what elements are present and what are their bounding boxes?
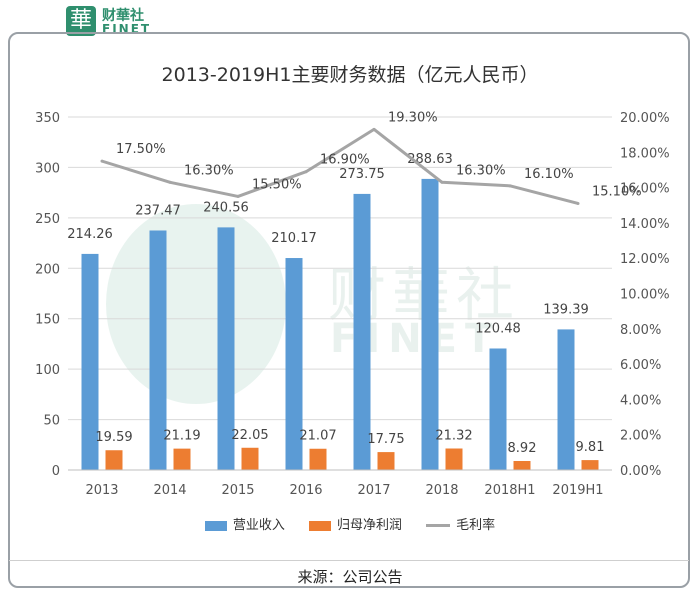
margin-point bbox=[304, 170, 308, 174]
legend-item-profit: 归母净利润 bbox=[308, 514, 402, 533]
profit-bar bbox=[173, 448, 191, 470]
revenue-bar bbox=[217, 227, 235, 470]
revenue-bar bbox=[149, 230, 167, 470]
revenue-bar bbox=[421, 178, 439, 470]
y-right-tick-label: 16.00% bbox=[620, 182, 670, 197]
y-right-tick-label: 20.00% bbox=[620, 111, 670, 126]
y-left-tick-label: 300 bbox=[35, 161, 60, 176]
revenue-data-label: 139.39 bbox=[543, 302, 589, 317]
margin-data-label: 16.10% bbox=[524, 167, 574, 182]
profit-bar bbox=[445, 448, 463, 470]
revenue-data-label: 214.26 bbox=[67, 227, 113, 242]
profit-data-label: 17.75 bbox=[367, 432, 404, 447]
legend-label-revenue: 营业收入 bbox=[232, 518, 285, 533]
x-tick-label: 2014 bbox=[153, 483, 186, 498]
y-left-tick-label: 0 bbox=[52, 464, 60, 479]
margin-data-label: 17.50% bbox=[116, 142, 166, 157]
margin-data-label: 15.10% bbox=[592, 184, 642, 199]
margin-data-label: 19.30% bbox=[388, 110, 438, 125]
y-left-tick-label: 350 bbox=[35, 111, 60, 126]
y-right-tick-label: 18.00% bbox=[620, 146, 670, 161]
profit-bar bbox=[377, 452, 395, 470]
margin-line bbox=[101, 127, 579, 205]
y-right-tick-label: 0.00% bbox=[620, 464, 661, 479]
header: 華 财華社 FINET bbox=[0, 0, 700, 44]
margin-data-label: 15.50% bbox=[252, 177, 302, 192]
margin-point bbox=[236, 194, 240, 198]
y-right-tick-label: 4.00% bbox=[620, 393, 661, 408]
legend-label-margin: 毛利率 bbox=[456, 518, 496, 533]
x-tick-label: 2019H1 bbox=[552, 483, 603, 498]
chart-frame bbox=[8, 32, 690, 588]
profit-bar bbox=[105, 450, 123, 470]
y-left-tick-label: 200 bbox=[35, 262, 60, 277]
y-right-tick-label: 8.00% bbox=[620, 323, 661, 338]
legend-swatch-margin bbox=[426, 524, 451, 527]
source-note: 来源：公司公告 bbox=[297, 568, 403, 586]
watermark-circle bbox=[106, 204, 286, 404]
profit-bar bbox=[513, 461, 531, 470]
legend-item-margin: 毛利率 bbox=[426, 514, 495, 533]
x-tick-label: 2016 bbox=[289, 483, 322, 498]
y-left-tick-label: 100 bbox=[35, 363, 60, 378]
revenue-bar bbox=[353, 193, 371, 470]
profit-bar bbox=[241, 447, 259, 470]
margin-point bbox=[508, 184, 512, 188]
x-tick-label: 2018H1 bbox=[484, 483, 535, 498]
y-right-tick-label: 12.00% bbox=[620, 252, 670, 267]
revenue-bar bbox=[489, 348, 507, 470]
y-right-tick-label: 14.00% bbox=[620, 217, 670, 232]
margin-data-label: 16.30% bbox=[184, 163, 234, 178]
legend-swatch-profit bbox=[308, 520, 331, 531]
profit-data-label: 9.81 bbox=[576, 440, 605, 455]
revenue-data-label: 273.75 bbox=[339, 167, 385, 182]
revenue-bar bbox=[81, 253, 99, 470]
profit-bar bbox=[309, 448, 327, 470]
profit-data-label: 21.19 bbox=[163, 429, 200, 444]
brand-name-cn: 财華社 bbox=[102, 8, 144, 24]
x-tick-label: 2018 bbox=[425, 483, 458, 498]
margin-point bbox=[168, 180, 172, 184]
revenue-data-label: 120.48 bbox=[475, 321, 521, 336]
finet-logo-icon: 華 bbox=[66, 6, 96, 36]
profit-data-label: 19.59 bbox=[95, 430, 132, 445]
footer-divider bbox=[9, 560, 689, 561]
x-tick-label: 2013 bbox=[85, 483, 118, 498]
profit-bar bbox=[581, 460, 599, 470]
margin-data-label: 16.30% bbox=[456, 163, 506, 178]
profit-data-label: 21.07 bbox=[299, 429, 336, 444]
margin-point bbox=[372, 127, 376, 131]
margin-point bbox=[100, 159, 104, 163]
legend-label-profit: 归母净利润 bbox=[336, 518, 402, 533]
profit-data-label: 8.92 bbox=[508, 441, 537, 456]
margin-data-label: 16.90% bbox=[320, 153, 370, 168]
x-tick-label: 2015 bbox=[221, 483, 254, 498]
x-tick-label: 2017 bbox=[357, 483, 390, 498]
revenue-bar bbox=[557, 329, 575, 470]
revenue-data-label: 240.56 bbox=[203, 200, 249, 215]
y-right-tick-label: 10.00% bbox=[620, 288, 670, 303]
y-left-tick-label: 150 bbox=[35, 313, 60, 328]
profit-data-label: 22.05 bbox=[231, 428, 268, 443]
legend-swatch-revenue bbox=[204, 520, 227, 531]
y-left-tick-label: 250 bbox=[35, 212, 60, 227]
y-right-tick-label: 6.00% bbox=[620, 358, 661, 373]
revenue-data-label: 237.47 bbox=[135, 203, 181, 218]
margin-point bbox=[440, 180, 444, 184]
y-left-tick-label: 50 bbox=[43, 414, 60, 429]
margin-point bbox=[576, 201, 580, 205]
chart-title: 2013-2019H1主要财务数据（亿元人民币） bbox=[161, 64, 539, 86]
profit-data-label: 21.32 bbox=[435, 428, 472, 443]
legend-item-revenue: 营业收入 bbox=[204, 514, 285, 533]
revenue-data-label: 210.17 bbox=[271, 231, 317, 246]
y-right-tick-label: 2.00% bbox=[620, 429, 661, 444]
chart-legend: 营业收入 归母净利润 毛利率 bbox=[0, 514, 700, 533]
revenue-bar bbox=[285, 258, 303, 470]
